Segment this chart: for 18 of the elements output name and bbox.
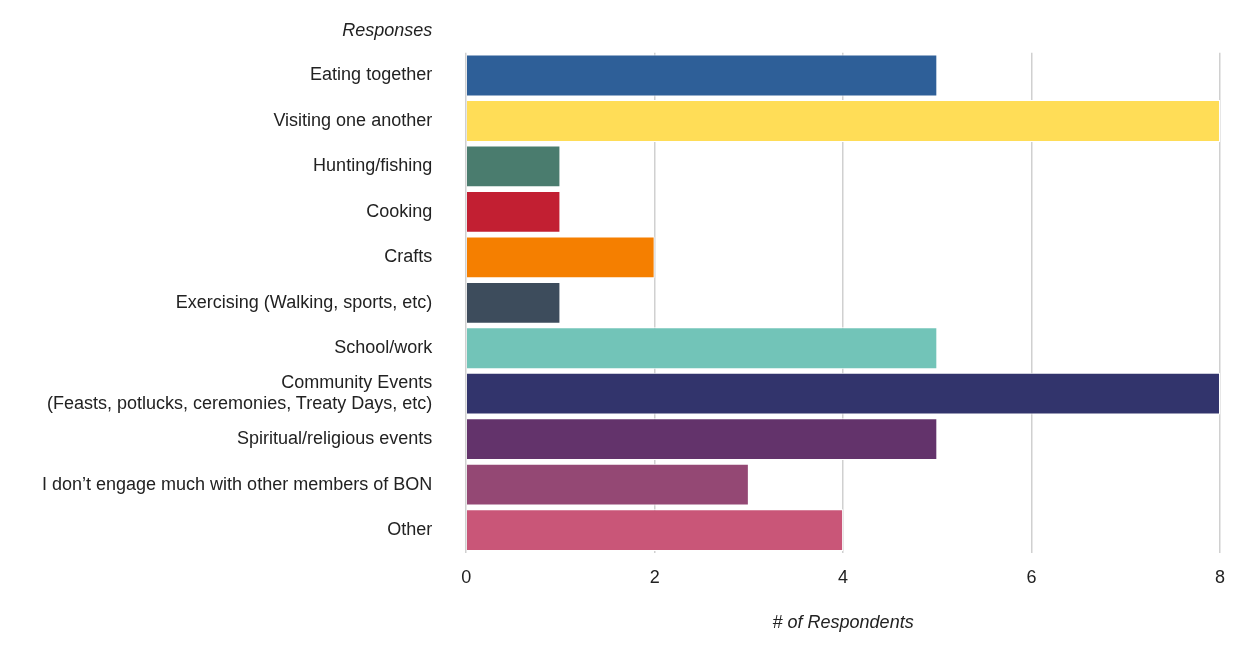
x-tick-label: 6 (1026, 566, 1037, 587)
x-tick-label: 0 (461, 566, 472, 587)
x-tick-label: 8 (1214, 566, 1225, 587)
y-tick-label: Cooking (366, 200, 433, 221)
y-tick-label: Exercising (Walking, sports, etc) (175, 291, 433, 312)
y-tick-label: I don’t engage much with other members of BON (41, 473, 433, 494)
y-tick-label: Eating together (310, 64, 433, 85)
x-axis-title: # of Respondents (772, 612, 914, 633)
y-tick-label: School/work (334, 337, 434, 358)
y-tick-label: Other (387, 519, 433, 540)
y-tick-label: Crafts (384, 246, 433, 267)
y-axis-title: Responses (342, 19, 433, 40)
x-tick-label: 4 (838, 566, 849, 587)
y-tick-label: Visiting one another (273, 109, 433, 130)
y-tick-label: Hunting/fishing (313, 155, 433, 176)
y-tick-label: Spiritual/religious events (237, 428, 433, 449)
x-tick-label: 2 (649, 566, 660, 587)
y-tick-label: Community Events (Feasts, potlucks, ceremonies, Treaty Days, etc) (47, 371, 433, 414)
